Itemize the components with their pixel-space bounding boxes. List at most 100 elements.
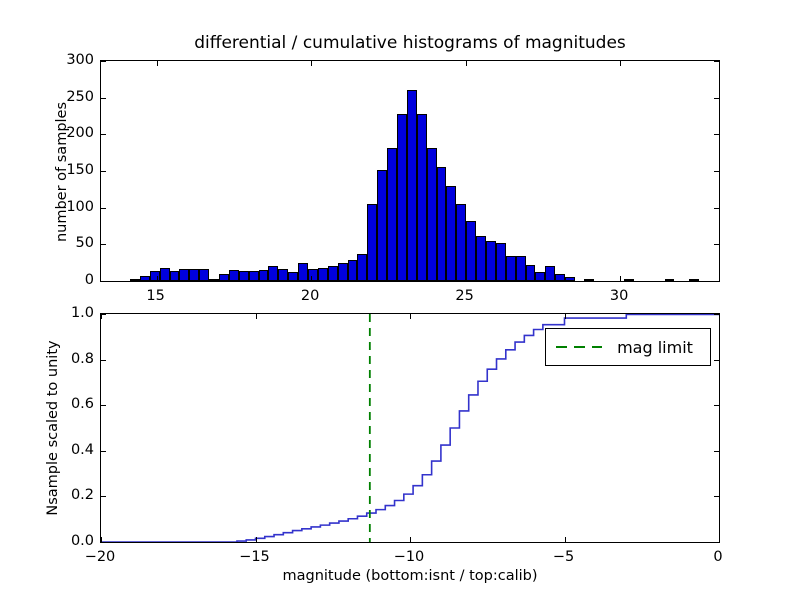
y-tick-mark (101, 542, 106, 543)
histogram-bar (545, 266, 555, 281)
y-tick-mark (101, 244, 106, 245)
histogram-bar (486, 241, 496, 281)
legend-entry-label: mag limit (610, 338, 710, 357)
y-tick-mark (714, 61, 719, 62)
figure-canvas: differential / cumulative histograms of … (0, 0, 800, 600)
histogram-bar (446, 186, 456, 281)
histogram-bar (229, 270, 239, 281)
y-tick-label: 50 (34, 235, 94, 251)
histogram-bar (239, 271, 249, 281)
y-tick-label: 0.4 (34, 442, 94, 458)
y-tick-mark (714, 314, 719, 315)
histogram-bar (496, 243, 506, 281)
histogram-bar (526, 265, 536, 281)
histogram-bar (516, 256, 526, 281)
y-tick-label: 100 (34, 199, 94, 215)
x-tick-mark (466, 61, 467, 66)
x-tick-mark (256, 314, 257, 319)
y-tick-label: 1.0 (34, 305, 94, 321)
x-tick-mark (620, 276, 621, 281)
x-tick-mark (157, 61, 158, 66)
x-tick-mark (719, 537, 720, 542)
y-tick-mark (101, 281, 106, 282)
histogram-bar (397, 114, 407, 281)
y-tick-mark (714, 360, 719, 361)
y-tick-label: 0.2 (34, 487, 94, 503)
histogram-bar (357, 254, 367, 281)
y-tick-mark (101, 496, 106, 497)
x-tick-mark (311, 276, 312, 281)
histogram-bar (427, 148, 437, 281)
y-tick-mark (101, 314, 106, 315)
histogram-bar (278, 269, 288, 281)
x-tick-mark (565, 537, 566, 542)
y-tick-mark (714, 542, 719, 543)
histogram-bar (437, 167, 447, 281)
histogram-bar (150, 271, 160, 281)
y-tick-mark (714, 451, 719, 452)
y-tick-mark (101, 61, 106, 62)
mag-limit-dashed-line-icon (556, 346, 602, 348)
y-tick-label: 0.6 (34, 396, 94, 412)
x-tick-label: 20 (280, 288, 340, 304)
x-tick-label: 25 (435, 288, 495, 304)
histogram-bar (179, 269, 189, 281)
histogram-bar (328, 266, 338, 281)
y-tick-mark (101, 360, 106, 361)
histogram-bar (268, 266, 278, 281)
histogram-bar (466, 221, 476, 281)
histogram-bar (535, 272, 545, 281)
histogram-bar (377, 170, 387, 281)
y-tick-label: 0 (34, 272, 94, 288)
histogram-bar (456, 204, 466, 281)
y-tick-mark (714, 281, 719, 282)
histogram-bar (338, 263, 348, 281)
histogram-bar (565, 277, 575, 281)
differential-histogram-axes (100, 60, 720, 282)
y-tick-label: 300 (34, 52, 94, 68)
histogram-bar (387, 148, 397, 281)
histogram-bar (476, 236, 486, 281)
y-tick-label: 0.8 (34, 351, 94, 367)
histogram-bar (170, 271, 180, 281)
y-tick-mark (101, 134, 106, 135)
histogram-bar (367, 204, 377, 281)
histogram-bar (318, 268, 328, 281)
cumulative-histogram-axes: mag limit (100, 313, 720, 543)
x-tick-mark (311, 61, 312, 66)
y-tick-mark (714, 405, 719, 406)
x-tick-label: −20 (70, 549, 130, 565)
histogram-bar (259, 270, 269, 281)
histogram-bar (189, 269, 199, 281)
y-tick-mark (714, 134, 719, 135)
bottom-y-axis-label: Nsample scaled to unity (44, 313, 62, 543)
x-tick-label: 0 (688, 549, 748, 565)
y-tick-mark (714, 171, 719, 172)
x-tick-mark (719, 314, 720, 319)
histogram-bar (506, 256, 516, 281)
x-tick-mark (466, 276, 467, 281)
y-tick-mark (101, 405, 106, 406)
x-tick-label: 30 (589, 288, 649, 304)
histogram-bar (555, 274, 565, 281)
legend[interactable]: mag limit (545, 328, 711, 366)
histogram-bar (298, 263, 308, 281)
y-tick-mark (101, 98, 106, 99)
histogram-bar (348, 260, 358, 281)
histogram-bar (140, 276, 150, 281)
y-tick-mark (101, 208, 106, 209)
x-tick-mark (256, 537, 257, 542)
histogram-bar (624, 279, 634, 281)
histogram-bar (130, 279, 140, 281)
x-tick-mark (620, 61, 621, 66)
y-tick-mark (714, 208, 719, 209)
y-tick-label: 0.0 (34, 533, 94, 549)
histogram-bar (689, 279, 699, 281)
y-tick-mark (101, 171, 106, 172)
histogram-bar (417, 114, 427, 281)
y-tick-mark (714, 98, 719, 99)
x-tick-label: −15 (225, 549, 285, 565)
histogram-bar (288, 272, 298, 281)
x-axis-label: magnitude (bottom:isnt / top:calib) (100, 568, 720, 584)
histogram-bar (584, 279, 594, 281)
